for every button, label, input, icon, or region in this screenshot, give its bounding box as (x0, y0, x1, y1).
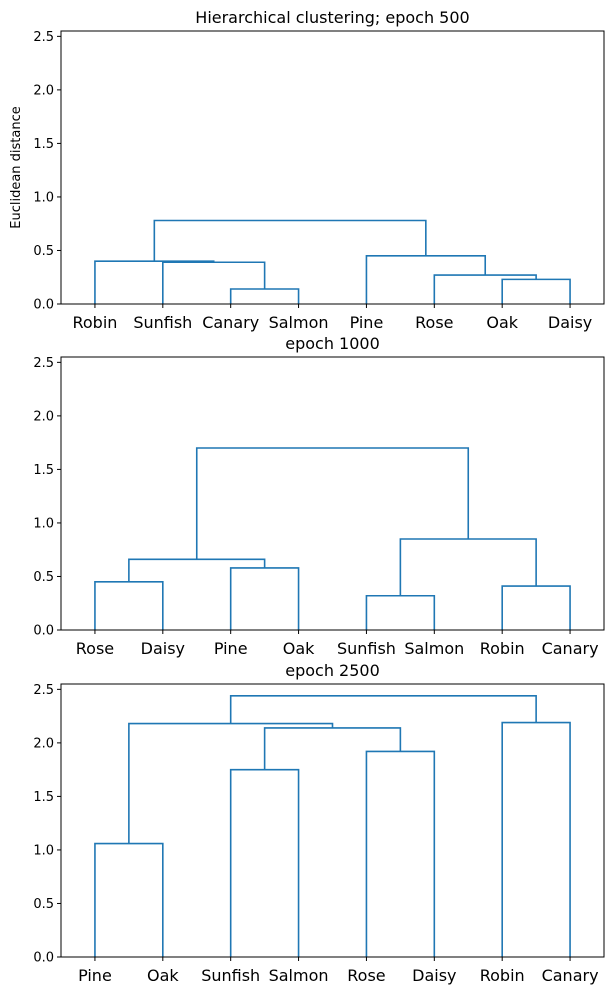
y-tick-label: 1.5 (33, 790, 54, 805)
dendrogram-link (501, 585, 571, 630)
y-tick-label: 0.0 (33, 624, 54, 639)
leaf-label: Daisy (141, 639, 185, 658)
dendrogram-link (94, 842, 164, 957)
dendrogram-link (365, 594, 436, 630)
y-tick-label: 1.5 (33, 137, 54, 152)
chart-title: epoch 1000 (285, 334, 380, 353)
dendrogram-link (229, 288, 300, 304)
y-tick-label: 2.0 (33, 83, 54, 98)
y-tick-label: 0.0 (33, 298, 54, 313)
y-tick-label: 0.5 (33, 897, 54, 912)
axes-frame (60, 683, 605, 958)
leaf-label: Sunfish (133, 313, 192, 332)
leaf-label: Canary (202, 313, 259, 332)
dendrogram-link (229, 694, 537, 724)
dendrogram-link (501, 278, 571, 304)
chart-title: epoch 2500 (285, 661, 380, 680)
leaf-label: Daisy (412, 966, 456, 985)
leaf-label: Oak (486, 313, 518, 332)
axes-frame (60, 30, 605, 305)
leaf-label: Sunfish (201, 966, 260, 985)
y-tick-label: 1.5 (33, 463, 54, 478)
leaf-label: Robin (72, 313, 117, 332)
leaf-label: Daisy (548, 313, 592, 332)
y-tick-label: 2.5 (33, 683, 54, 698)
y-axis-label: Euclidean distance (9, 106, 24, 229)
leaf-label: Robin (480, 966, 525, 985)
leaf-label: Sunfish (337, 639, 396, 658)
dendrogram-link (153, 219, 427, 262)
dendrogram-link (162, 261, 266, 304)
dendrogram-link (94, 581, 164, 630)
chart-title: Hierarchical clustering; epoch 500 (195, 8, 469, 27)
y-tick-label: 1.0 (33, 516, 54, 531)
y-tick-label: 0.5 (33, 244, 54, 259)
dendrogram-link (399, 538, 537, 596)
y-tick-label: 1.0 (33, 843, 54, 858)
dendrogram-link (195, 447, 470, 560)
dendrogram-panel-2: 0.0 0.5 1.0 1.5 2.0 2.5 Rose Daisy Pine Oak Sunfis… (33, 334, 605, 658)
leaf-label: Pine (78, 966, 112, 985)
leaf-label: Salmon (404, 639, 464, 658)
leaf-label: Salmon (269, 313, 329, 332)
leaf-label: Rose (347, 966, 385, 985)
dendrogram-link (501, 721, 571, 957)
y-tick-label: 0.0 (33, 951, 54, 966)
dendrogram-panel-1: 0.0 0.5 1.0 1.5 2.0 2.5 Robin Sunfish Canary Salm… (9, 8, 605, 332)
leaf-label: Canary (542, 966, 599, 985)
leaf-label: Robin (480, 639, 525, 658)
leaf-label: Oak (147, 966, 179, 985)
y-tick-label: 1.0 (33, 190, 54, 205)
y-tick-label: 2.5 (33, 30, 54, 45)
dendrogram-panel-3: 0.0 0.5 1.0 1.5 2.0 2.5 Pine Oak Sunfish Salmon Ro… (33, 661, 605, 985)
dendrogram-link (128, 722, 334, 844)
y-tick-label: 2.0 (33, 409, 54, 424)
dendrogram-link (365, 750, 436, 957)
dendrogram-link (263, 727, 402, 770)
dendrogram-link (365, 255, 487, 304)
leaf-label: Oak (283, 639, 315, 658)
leaf-label: Rose (415, 313, 453, 332)
dendrogram-link (229, 567, 300, 630)
y-tick-label: 0.5 (33, 570, 54, 585)
leaf-label: Pine (214, 639, 248, 658)
leaf-label: Salmon (269, 966, 329, 985)
y-tick-label: 2.0 (33, 736, 54, 751)
leaf-label: Rose (76, 639, 114, 658)
dendrogram-link (229, 768, 300, 957)
y-tick-label: 2.5 (33, 356, 54, 371)
dendrogram-link (94, 260, 215, 304)
dendrogram-link (128, 558, 266, 582)
axes-frame (60, 356, 605, 631)
leaf-label: Canary (542, 639, 599, 658)
leaf-label: Pine (350, 313, 384, 332)
